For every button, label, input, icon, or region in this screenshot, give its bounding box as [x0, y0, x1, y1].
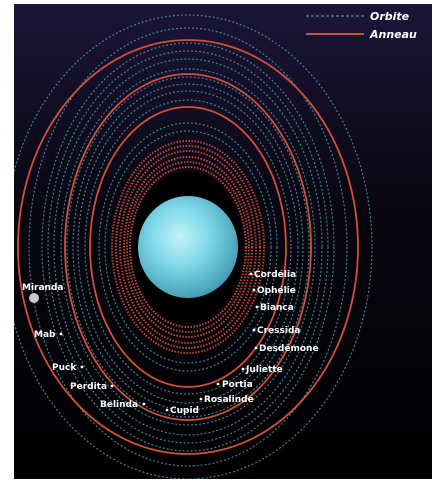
moon-label-puck: Puck	[52, 363, 77, 373]
moon-label-juliette: Juliette	[245, 365, 283, 375]
moon-dot-cupid	[165, 408, 169, 412]
moon-dot-mab	[59, 332, 63, 336]
diagram-canvas: Orbite Anneau Cordélia Ophélie Bianca Cr…	[14, 4, 432, 479]
orbit-ophelie	[98, 122, 278, 372]
moon-dot-belinda	[142, 402, 146, 406]
orbit-bianca	[84, 99, 292, 395]
orbit-cordelia	[104, 130, 272, 364]
moon-label-mab: Mab	[34, 330, 56, 340]
moon-label-rosalinde: Rosalinde	[204, 395, 254, 405]
moon-dot-portia	[216, 382, 220, 386]
moon-label-belinda: Belinda	[100, 400, 138, 410]
moon-dot-bianca	[255, 305, 259, 309]
legend-orbit-label: Orbite	[370, 10, 410, 23]
orbit-puck	[28, 27, 348, 467]
moon-label-bianca: Bianca	[260, 303, 294, 313]
legend: Orbite Anneau	[306, 10, 417, 41]
moon-dots	[59, 272, 259, 412]
moon-dot-cordelia	[249, 272, 253, 276]
moon-label-cressida: Cressida	[257, 326, 300, 336]
ring-lines	[17, 39, 359, 455]
orbit-juliette	[66, 76, 310, 418]
orbit-belinda	[47, 50, 329, 444]
moon-label-perdita: Perdita	[70, 382, 107, 392]
uranus-planet	[138, 196, 238, 298]
moon-label-ophelie: Ophélie	[257, 285, 296, 296]
moon-dot-desdemone	[254, 346, 258, 350]
moon-label-portia: Portia	[222, 380, 253, 390]
legend-ring-label: Anneau	[369, 28, 417, 41]
orbit-lines	[14, 14, 373, 479]
orbit-rosalinde	[53, 58, 323, 436]
moon-label-miranda: Miranda	[22, 283, 63, 293]
uranus-rings-diagram: Orbite Anneau Cordélia Ophélie Bianca Cr…	[14, 4, 432, 479]
moon-labels: Cordélia Ophélie Bianca Cressida Desdémo…	[22, 269, 319, 416]
orbit-mab	[14, 14, 373, 479]
moon-dot-juliette	[241, 367, 245, 371]
ring-epsilon	[89, 106, 287, 388]
moon-dot-cressida	[252, 328, 256, 332]
miranda-moon	[29, 293, 39, 303]
orbit-perdita	[41, 42, 335, 452]
inner-ring-band	[111, 140, 265, 354]
orbit-portia	[60, 68, 316, 426]
moon-dot-ophelie	[252, 288, 256, 292]
moon-label-cupid: Cupid	[170, 406, 199, 416]
orbit-desdemone	[72, 83, 304, 411]
orbit-cressida	[77, 90, 299, 404]
moon-dot-puck	[80, 365, 84, 369]
moon-dot-perdita	[110, 384, 114, 388]
ring-nu	[64, 73, 312, 421]
moon-label-cordelia: Cordélia	[254, 269, 296, 280]
moon-label-desdemone: Desdémone	[259, 343, 319, 354]
ring-mu	[17, 39, 359, 455]
moon-dot-rosalinde	[199, 397, 203, 401]
